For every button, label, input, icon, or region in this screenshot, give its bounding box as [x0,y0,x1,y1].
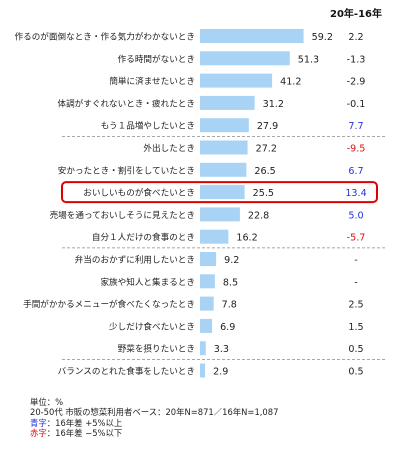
value-label: 9.2 [224,255,239,266]
value-label: 27.9 [257,121,278,132]
bar [200,318,213,333]
diff-label: 0.5 [348,367,363,378]
diff-column-header: 20年-16年 [330,7,382,20]
diff-label: -9.5 [347,144,366,155]
value-label: 51.3 [298,54,319,65]
category-label: 野菜を摂りたいとき [118,343,195,355]
category-label: 売場を通っておいしそうに見えたとき [50,209,195,221]
bar [200,341,206,356]
category-label: 自分１人だけの食事のとき [92,231,195,243]
bar [200,140,248,155]
diff-label: 5.0 [348,210,363,221]
value-label: 16.2 [236,233,257,244]
bar [200,252,217,266]
red-legend-text: ：16年差 −5%以下 [46,428,123,439]
value-label: 27.2 [256,144,277,155]
unit-note: 単位：% [30,397,64,407]
diff-label: 2.5 [348,300,363,311]
bar [200,274,215,289]
chart-notes: 単位：% 20-50代 市販の惣菜利用者ベース：20年N=871／16年N=1,… [30,397,278,439]
bar [200,363,206,378]
value-label: 3.3 [214,344,229,355]
diff-label: 1.5 [348,322,363,333]
diff-label: - [354,277,357,288]
red-legend-note: 赤字：16年差 −5%以下 [30,428,278,438]
blue-legend-text: ：16年差 +5%以上 [46,417,123,428]
value-label: 59.2 [312,32,333,43]
blue-legend-label: 青字 [30,417,47,428]
category-label: 作るのが面倒なとき・作る気力がわかないとき [15,31,195,43]
category-label: バランスのとれた食事をしたいとき [58,365,195,377]
diff-label: 0.5 [348,344,363,355]
bar [200,296,214,311]
diff-label: -0.1 [347,99,366,110]
diff-label: 7.7 [348,121,363,132]
value-label: 26.5 [254,166,275,177]
red-legend-label: 赤字 [30,428,47,439]
bar [200,73,273,88]
value-label: 8.5 [223,277,238,288]
category-label: 弁当のおかずに利用したいとき [75,254,195,266]
bar [200,29,304,43]
highlight-box [61,181,378,204]
category-label: もう１品増やしたいとき [101,120,195,132]
diff-label: -2.9 [347,77,366,88]
base-note: 20-50代 市販の惣菜利用者ベース：20年N=871／16年N=1,087 [30,407,279,418]
value-label: 22.8 [248,210,269,221]
blue-legend-note: 青字：16年差 +5%以上 [30,418,278,428]
bar [200,118,249,133]
value-label: 6.9 [220,322,235,333]
diff-label: -5.7 [347,233,366,244]
category-label: 簡単に済ませたいとき [109,75,195,87]
diff-label: 2.2 [348,32,363,43]
value-label: 41.2 [280,77,301,88]
bar [200,207,240,222]
bar [200,185,245,200]
value-label: 31.2 [263,99,284,110]
diff-label: -1.3 [347,54,366,65]
bar [200,95,255,110]
category-label: 少しだけ食べたいとき [109,320,195,332]
category-label: おいしいものが食べたいとき [83,187,195,199]
bar [200,162,247,177]
category-label: 安かったとき・割引をしていたとき [58,164,195,176]
value-label: 7.8 [222,300,237,311]
bar [200,229,229,244]
value-label: 25.5 [253,188,274,199]
diff-label: - [354,255,357,266]
category-label: 家族や知人と集まるとき [100,276,195,288]
category-label: 作る時間がないとき [118,53,195,65]
diff-label: 6.7 [348,166,363,177]
value-label: 2.9 [213,367,228,378]
category-label: 手間がかかるメニューが食べたくなったとき [23,298,195,310]
diff-label: 13.4 [345,188,366,199]
category-label: 外出したとき [143,142,195,154]
bar-chart: 20年-16年 作るのが面倒なとき・作る気力がわかないとき 59.2 2.2 作る時間… [15,7,385,378]
category-label: 体調がすぐれないとき・疲れたとき [57,97,195,109]
bar [200,51,290,66]
